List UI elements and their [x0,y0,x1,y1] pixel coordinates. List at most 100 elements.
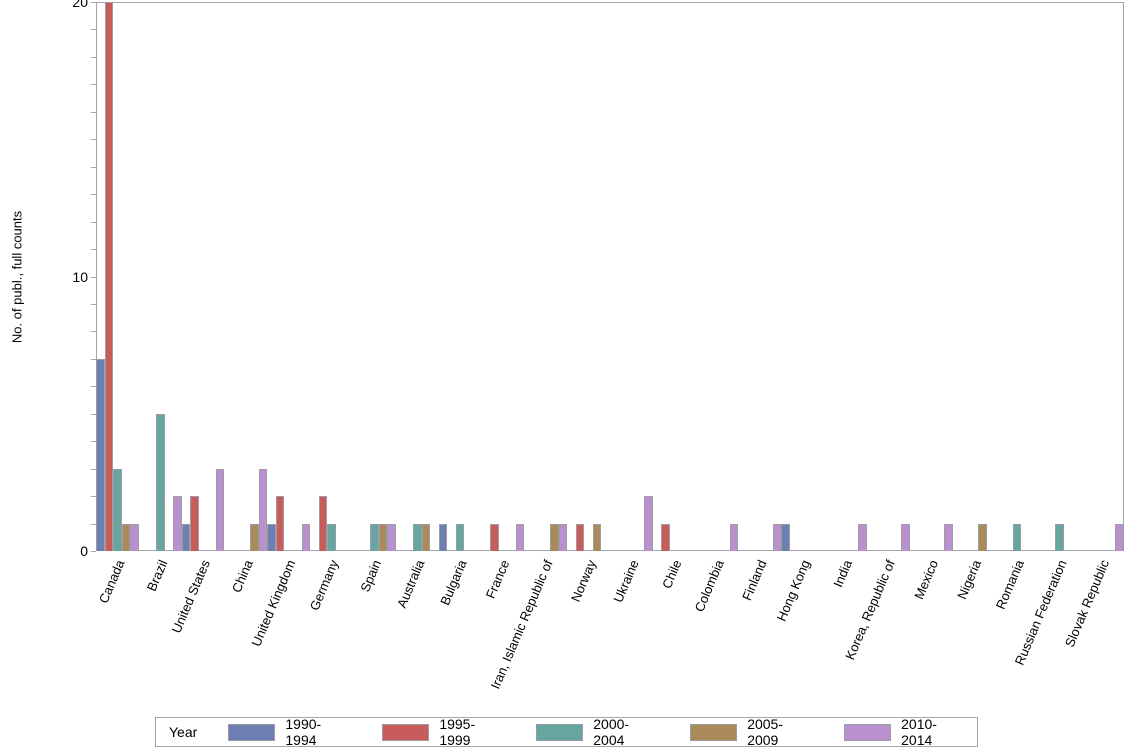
bar-spain-2010-2014 [387,523,396,551]
bar-germany-1995-1999 [318,496,328,551]
x-axis-label-text: Bulgaria [437,557,470,608]
y-tick [91,2,96,3]
y-tick [91,249,96,251]
bar-china-2010-2014 [258,468,268,551]
bar-france-2010-2014 [515,523,525,551]
legend: Year 1990-1994 1995-1999 2000-2004 2005-200… [155,716,978,748]
legend-swatch-2000-2004 [536,723,584,741]
legend-item-2010-2014: 2010-2014 [844,716,964,748]
x-axis-label-text: Mexico [911,557,942,602]
y-tick [91,303,96,305]
y-tick [91,29,96,31]
legend-label-2005-2009: 2005-2009 [747,716,783,748]
bar-australia-2000-2004 [412,523,422,551]
bar-canada-2000-2004 [113,468,122,551]
x-axis-label-text: United States [168,557,213,636]
legend-label-2000-2004: 2000-2004 [593,716,630,748]
x-axis-label-text: United Kingdom [248,557,299,649]
x-axis-label-text: India [830,557,856,590]
bar-germany-2000-2004 [327,523,336,551]
y-tick [91,441,96,443]
bar-colombia-2010-2014 [729,523,739,551]
bar-canada-1995-1999 [104,2,114,551]
legend-label-1990-1994: 1990-1994 [285,716,322,748]
plot-area [96,2,1124,551]
bar-france-1995-1999 [490,523,499,551]
y-tick [91,496,96,498]
y-tick [91,111,96,113]
y-tick-label-10: 10 [72,268,88,285]
y-tick-label-20: 20 [72,0,88,10]
bar-ukraine-2010-2014 [644,496,653,551]
legend-swatch-2005-2009 [690,723,738,741]
x-axis-label-text: Australia [393,557,428,611]
bar-united-states-1990-1994 [181,523,191,551]
bar-romania-2000-2004 [1012,523,1022,551]
legend-item-2000-2004: 2000-2004 [536,716,656,748]
y-tick [91,523,96,525]
y-tick [91,56,96,58]
legend-item-1990-1994: 1990-1994 [228,716,348,748]
bar-iran-islamic-republic-of-2005-2009 [550,523,559,551]
legend-swatch-1990-1994 [228,723,276,741]
legend-item-1995-1999: 1995-1999 [382,716,502,748]
bar-india-2010-2014 [858,523,867,551]
x-axis-label-text: Romania [992,557,1027,612]
x-axis-label-text: Germany [306,557,342,613]
bar-spain-2000-2004 [370,523,379,551]
bar-united-kingdom-2010-2014 [301,523,311,551]
y-tick [91,84,96,86]
y-tick [91,166,96,168]
bar-korea-republic-of-2010-2014 [901,523,910,551]
bar-australia-2005-2009 [421,523,431,551]
y-tick [91,331,96,333]
x-axis-label-text: Canada [95,557,128,606]
x-axis-label-text: Norway [567,557,599,605]
bar-nigeria-2005-2009 [978,523,987,551]
y-tick [91,386,96,388]
bar-brazil-2010-2014 [173,496,182,551]
legend-items: 1990-1994 1995-1999 2000-2004 2005-2009 2010… [228,716,964,748]
legend-swatch-1995-1999 [382,723,430,741]
legend-swatch-2010-2014 [844,723,892,741]
bar-bulgaria-2000-2004 [455,523,465,551]
bar-united-kingdom-1990-1994 [267,523,276,551]
x-axis-label-text: China [228,557,256,595]
bar-brazil-2000-2004 [155,413,165,551]
y-tick [91,139,96,141]
bar-canada-1990-1994 [96,358,105,551]
x-axis-label-text: Slovak Republic [1062,557,1113,650]
x-axis-label-text: Colombia [691,557,727,615]
bar-hong-kong-1990-1994 [781,523,790,551]
x-axis-label-text: Korea, Republic of [842,557,899,662]
bar-russian-federation-2000-2004 [1055,523,1065,551]
legend-title: Year [169,724,198,740]
x-axis-label-text: Ukraine [609,557,642,605]
y-tick [91,276,96,278]
y-tick-label-0: 0 [80,543,88,559]
legend-label-2010-2014: 2010-2014 [901,716,937,748]
bar-united-states-1995-1999 [190,496,199,551]
x-axis-label-text: Finland [739,557,770,603]
bar-chart: No. of publ., full counts 0 10 20 Canada Bra… [10,0,1124,691]
x-axis-label-text: Chile [658,557,685,591]
bar-canada-2010-2014 [130,523,139,551]
legend-label-1995-1999: 1995-1999 [439,716,476,748]
bar-norway-1995-1999 [575,523,585,551]
bar-united-states-2010-2014 [215,468,225,551]
x-axis-label-text: Brazil [143,557,171,594]
legend-item-2005-2009: 2005-2009 [690,716,810,748]
y-tick [91,468,96,470]
y-tick [91,551,96,552]
y-tick [91,221,96,223]
bar-slovak-republic-2010-2014 [1115,523,1124,551]
x-axis-label-text: Hong Kong [773,557,813,624]
bar-mexico-2010-2014 [944,523,953,551]
x-axis-label-text: France [483,557,513,601]
y-tick [91,413,96,415]
bar-china-2005-2009 [250,523,259,551]
bar-spain-2005-2009 [378,523,388,551]
bar-chile-1995-1999 [661,523,670,551]
y-tick [91,358,96,360]
